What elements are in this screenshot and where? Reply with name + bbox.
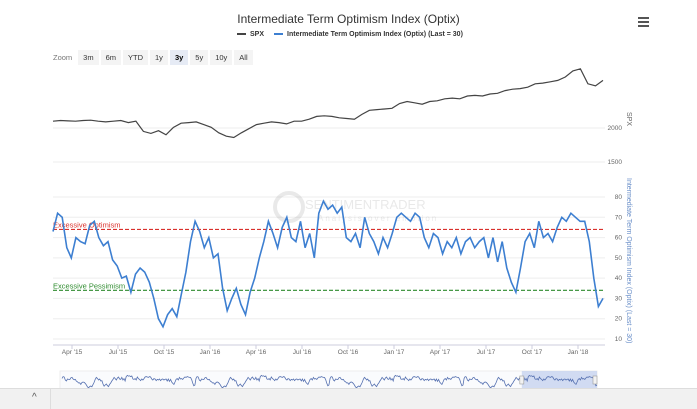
navigator-series-line [61,374,598,388]
bottom-bar: ^ [0,388,697,409]
chart-title: Intermediate Term Optimism Index (Optix) [237,12,460,26]
range-3y-button[interactable]: 3y [169,50,189,65]
x-tick-label: Apr '15 [62,349,83,356]
range-1y-button[interactable]: 1y [150,50,168,65]
optix-tick-label: 50 [615,255,623,262]
range-selector: Zoom 3m 6m YTD 1y 3y 5y 10y All [53,50,253,65]
range-6m-button[interactable]: 6m [100,50,122,65]
optix-axis-title: Intermediate Term Optimism Index (Optix)… [625,178,632,343]
optix-tick-label: 10 [615,336,623,343]
x-tick-label: Jul '17 [477,349,496,356]
optix-tick-label: 30 [615,295,623,302]
x-tick-label: Oct '16 [338,349,359,356]
zoom-label: Zoom [53,53,73,62]
hamburger-menu-icon[interactable] [638,17,649,29]
x-tick-label: Jan '16 [200,349,221,356]
watermark-text: SENTIMENTRADER [305,197,426,212]
range-10y-button[interactable]: 10y [210,50,233,65]
spx-tick-label: 2000 [608,125,623,132]
range-3m-button[interactable]: 3m [78,50,99,65]
divider [50,389,51,409]
chart-area: SENTIMENTRADER Analysis over emotion Exc… [52,68,632,388]
optix-tick-label: 70 [615,214,623,221]
optix-tick-label: 60 [615,235,623,242]
optix-series-line [52,199,604,329]
navigator[interactable] [59,370,598,388]
spx-tick-label: 1500 [608,159,623,166]
x-tick-label: Oct '17 [522,349,543,356]
legend-label: SPX [250,31,265,38]
legend-item-optix[interactable]: Intermediate Term Optimism Index (Optix)… [274,31,463,38]
range-ytd-button[interactable]: YTD [123,50,149,65]
x-tick-label: Jan '18 [568,349,589,356]
optix-tick-label: 80 [615,194,623,201]
x-tick-label: Jan '17 [384,349,405,356]
navigator-handle-left[interactable] [519,375,525,385]
x-tick-label: Apr '17 [430,349,451,356]
legend: SPX Intermediate Term Optimism Index (Op… [237,31,463,38]
watermark-subtext: Analysis over emotion [318,214,438,223]
excessive-optimism-label: Excessive Optimism [53,220,121,229]
x-tick-label: Oct '15 [154,349,175,356]
navigator-handle-right[interactable] [592,375,598,385]
x-tick-label: Jul '15 [109,349,128,356]
optix-tick-label: 20 [615,316,623,323]
excessive-pessimism-label: Excessive Pessimism [53,281,125,290]
x-tick-label: Jul '16 [293,349,312,356]
x-tick-label: Apr '16 [246,349,267,356]
optix-tick-label: 40 [615,275,623,282]
spx-series-line [52,68,604,139]
spx-axis-title: SPX [625,112,632,126]
watermark: SENTIMENTRADER Analysis over emotion [273,191,438,223]
range-all-button[interactable]: All [234,50,253,65]
expand-caret-icon[interactable]: ^ [32,392,37,403]
range-5y-button[interactable]: 5y [190,50,209,65]
legend-item-spx[interactable]: SPX [237,31,264,38]
legend-label: Intermediate Term Optimism Index (Optix)… [287,31,463,38]
